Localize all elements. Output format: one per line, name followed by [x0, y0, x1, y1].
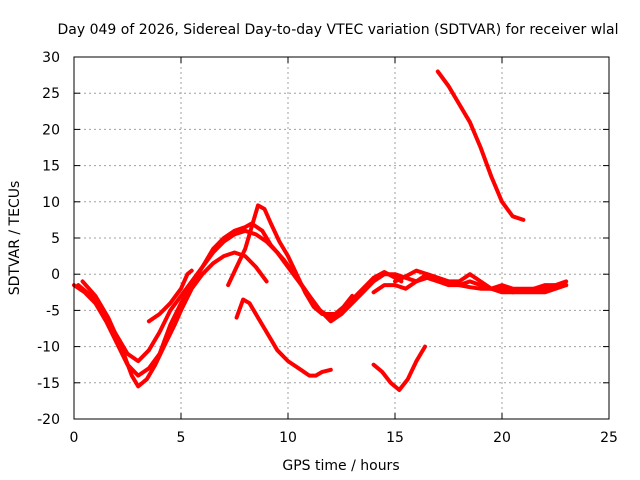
y-tick-label: -10: [37, 340, 60, 356]
series-arc-8: [393, 268, 569, 295]
chart-title: Day 049 of 2026, Sidereal Day-to-day VTE…: [57, 22, 618, 38]
y-tick-label: -15: [37, 376, 60, 392]
axis-ticks: 0 5 10 15 20 25 -20 -15 -10 -5 0 5 10 15 20 25 30: [37, 50, 618, 446]
x-tick-label: 10: [279, 430, 297, 446]
y-tick-label: 15: [42, 159, 60, 175]
x-tick-label: 20: [493, 430, 511, 446]
series-arc-10: [371, 272, 569, 295]
grid-lines: [74, 57, 609, 419]
y-axis-label: SDTVAR / TECUs: [7, 181, 23, 296]
series-arc-1: [72, 228, 569, 364]
y-tick-label: 25: [42, 86, 60, 102]
series-arc-4: [226, 203, 355, 316]
y-tick-label: -20: [37, 412, 60, 428]
y-tick-label: 20: [42, 122, 60, 138]
series-arc-5: [146, 268, 194, 324]
series-arc-6: [234, 297, 333, 378]
y-tick-label: 5: [51, 231, 60, 247]
x-tick-label: 25: [600, 430, 618, 446]
x-tick-label: 5: [177, 430, 186, 446]
x-axis-label: GPS time / hours: [282, 458, 399, 474]
y-tick-label: 30: [42, 50, 60, 66]
y-tick-label: 0: [51, 267, 60, 283]
y-tick-label: 10: [42, 195, 60, 211]
x-tick-label: 0: [70, 430, 79, 446]
series-arc-2: [76, 221, 404, 378]
series-arc-7: [371, 344, 427, 392]
series-arc-9: [435, 69, 526, 222]
y-tick-label: -5: [46, 303, 60, 319]
x-tick-label: 15: [386, 430, 404, 446]
series-group: [72, 69, 569, 392]
series-arc-3: [80, 250, 269, 389]
